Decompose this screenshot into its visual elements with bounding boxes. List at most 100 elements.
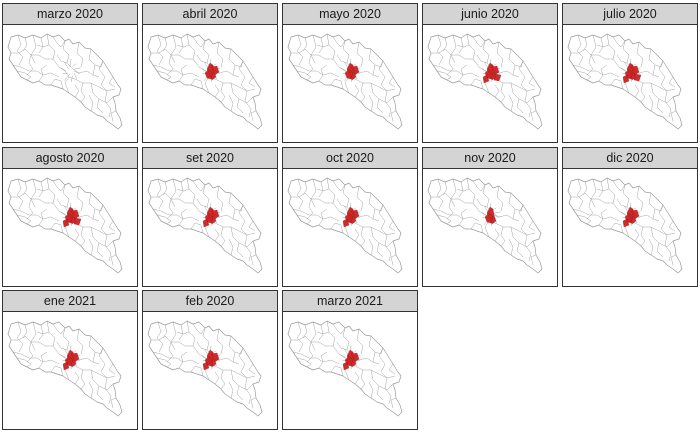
- country-outline: [7, 33, 123, 130]
- district-border: [98, 204, 108, 236]
- district-border: [318, 64, 328, 82]
- district-border: [214, 228, 220, 242]
- district-border: [596, 188, 610, 192]
- district-border: [341, 67, 347, 72]
- district-border: [292, 208, 340, 222]
- highlighted-district: [73, 217, 82, 226]
- district-border: [104, 377, 112, 405]
- district-border: [74, 371, 80, 385]
- district-border: [472, 180, 486, 192]
- district-border: [640, 226, 646, 247]
- district-border: [648, 238, 654, 256]
- district-border: [670, 254, 677, 266]
- district-border: [22, 181, 28, 196]
- district-border: [238, 383, 254, 391]
- district-border: [432, 64, 480, 78]
- district-border: [493, 211, 501, 214]
- district-border: [98, 96, 114, 104]
- district-border: [336, 341, 348, 351]
- district-border: [493, 214, 500, 218]
- facet-strip-label: feb 2020: [143, 291, 277, 312]
- district-border: [190, 365, 204, 377]
- highlighted-district: [62, 218, 70, 228]
- district-border: [170, 34, 177, 64]
- district-border: [528, 220, 536, 232]
- district-border: [576, 178, 584, 210]
- district-border: [110, 254, 117, 266]
- district-border: [341, 354, 347, 359]
- facet-strip-label: junio 2020: [423, 4, 557, 25]
- district-border: [446, 54, 454, 76]
- costa-rica-district-map: [427, 33, 543, 130]
- costa-rica-district-map: [7, 320, 123, 417]
- district-border: [244, 234, 252, 262]
- district-border: [162, 324, 168, 339]
- district-border: [484, 220, 490, 238]
- district-border: [46, 177, 60, 212]
- district-border: [658, 240, 674, 248]
- district-border: [104, 90, 112, 118]
- district-border: [336, 198, 348, 208]
- costa-rica-district-map: [567, 33, 683, 130]
- district-border: [354, 84, 360, 98]
- district-border: [384, 90, 392, 118]
- district-border: [201, 67, 207, 72]
- district-border: [514, 60, 524, 68]
- highlighted-district: [202, 218, 210, 228]
- district-border: [481, 67, 487, 72]
- district-border: [528, 76, 536, 88]
- district-border: [306, 198, 314, 220]
- facet-strip-label: abril 2020: [143, 4, 277, 25]
- district-border: [500, 82, 506, 103]
- district-border: [214, 371, 220, 385]
- district-border: [356, 41, 364, 68]
- district-border: [98, 347, 108, 379]
- district-border: [341, 211, 347, 216]
- district-border: [360, 226, 366, 247]
- district-border: [216, 185, 224, 212]
- district-border: [166, 198, 174, 220]
- district-border: [30, 178, 37, 208]
- district-border: [596, 44, 610, 48]
- district-border: [442, 37, 448, 52]
- district-border: [310, 34, 317, 64]
- highlighted-district: [210, 352, 220, 363]
- district-border: [378, 347, 388, 379]
- district-border: [228, 94, 234, 112]
- district-border: [368, 381, 374, 399]
- highlighted-district: [202, 361, 210, 371]
- district-border: [610, 78, 624, 90]
- district-border: [156, 178, 164, 210]
- district-border: [508, 48, 516, 76]
- district-border: [496, 185, 504, 212]
- district-border: [228, 238, 234, 256]
- district-border: [80, 226, 86, 247]
- district-border: [250, 110, 257, 122]
- district-border: [318, 208, 328, 226]
- district-border: [374, 60, 384, 68]
- costa-rica-district-map: [7, 177, 123, 274]
- district-border: [178, 208, 188, 226]
- district-border: [98, 383, 114, 391]
- country-outline: [147, 33, 263, 130]
- highlighted-district: [630, 65, 640, 76]
- district-border: [244, 90, 252, 118]
- district-border: [186, 177, 200, 212]
- district-border: [108, 363, 116, 375]
- district-border: [16, 357, 32, 368]
- district-border: [636, 185, 644, 212]
- district-border: [238, 60, 248, 92]
- facet-strip-label: ene 2021: [3, 291, 137, 312]
- district-border: [248, 76, 256, 88]
- district-border: [22, 324, 28, 339]
- district-border: [330, 222, 344, 234]
- district-border: [56, 341, 68, 351]
- district-border: [46, 33, 60, 68]
- district-border: [648, 48, 656, 76]
- district-border: [306, 341, 314, 363]
- district-border: [590, 34, 597, 64]
- district-border: [190, 78, 204, 90]
- district-border: [186, 33, 200, 68]
- district-border: [250, 254, 257, 266]
